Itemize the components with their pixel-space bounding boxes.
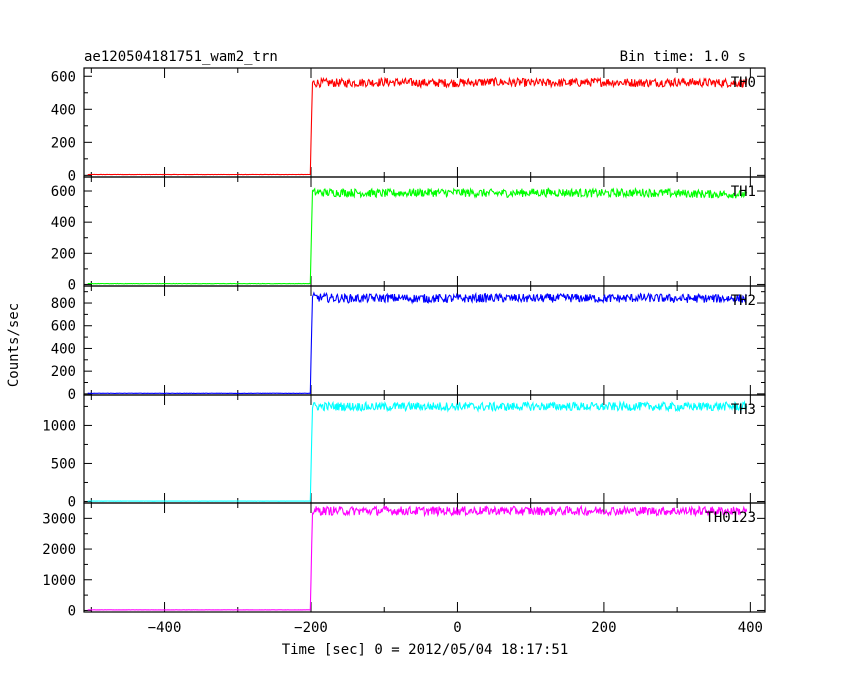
panel-th1: 0 200 400 600 TH1 — [51, 176, 766, 293]
y-tick-label: 400 — [51, 341, 76, 357]
panel-th2: 0 200 400 600 800 TH2 — [51, 285, 766, 403]
panel-frame — [83, 285, 766, 396]
y-tick-label: 0 — [68, 387, 76, 403]
y-tick-label: 200 — [51, 364, 76, 380]
x-tick-label: −400 — [148, 620, 182, 636]
series-label-th2: TH2 — [731, 293, 756, 309]
y-tick-label: 2000 — [42, 542, 76, 558]
x-axis-label: Time [sec] 0 = 2012/05/04 18:17:51 — [282, 642, 569, 658]
x-tick-label: 400 — [738, 620, 763, 636]
y-tick-label: 200 — [51, 246, 76, 262]
y-tick-label: 0 — [68, 494, 76, 510]
y-tick-label: 0 — [68, 168, 76, 184]
y-tick-label: 600 — [51, 184, 76, 200]
series-label-th1: TH1 — [731, 184, 756, 200]
panel-th0: 0 200 400 600 TH0 — [51, 67, 766, 184]
panel-th3: 0 500 1000 TH3 — [42, 394, 766, 510]
y-tick-label: 3000 — [42, 511, 76, 527]
series-label-th0: TH0 — [731, 75, 756, 91]
panel-frame — [83, 502, 766, 613]
bin-time-label: Bin time: 1.0 s — [620, 49, 746, 65]
series-label-th0123: TH0123 — [705, 510, 756, 526]
y-tick-label: 200 — [51, 135, 76, 151]
panel-frame — [83, 394, 766, 504]
chart-title: ae120504181751_wam2_trn — [84, 49, 278, 65]
series-line-th3 — [87, 399, 748, 502]
series-line-th1 — [87, 187, 748, 285]
y-tick-label: 600 — [51, 319, 76, 335]
y-tick-label: 0 — [68, 603, 76, 619]
y-tick-label: 500 — [51, 456, 76, 472]
y-tick-label: 800 — [51, 296, 76, 312]
series-line-th0123 — [87, 504, 748, 611]
series-line-th2 — [87, 291, 748, 395]
panels-group: 0 200 400 600 TH0 0 200 400 600 TH1 0 200 400 600 800 T… — [42, 67, 766, 619]
y-axis-label: Counts/sec — [6, 303, 22, 387]
x-tick-label: 200 — [591, 620, 616, 636]
y-tick-label: 1000 — [42, 573, 76, 589]
y-tick-label: 1000 — [42, 418, 76, 434]
x-tick-label: 0 — [453, 620, 461, 636]
y-tick-label: 600 — [51, 69, 76, 85]
y-tick-label: 400 — [51, 215, 76, 231]
x-tick-labels: −400 −200 0 200 400 — [148, 620, 763, 636]
panel-frame — [83, 67, 766, 178]
y-tick-label: 0 — [68, 277, 76, 293]
x-tick-label: −200 — [294, 620, 328, 636]
y-tick-label: 400 — [51, 102, 76, 118]
panel-th0123: 0 1000 2000 3000 TH0123 — [42, 502, 766, 619]
series-line-th0 — [87, 76, 748, 176]
series-label-th3: TH3 — [731, 402, 756, 418]
